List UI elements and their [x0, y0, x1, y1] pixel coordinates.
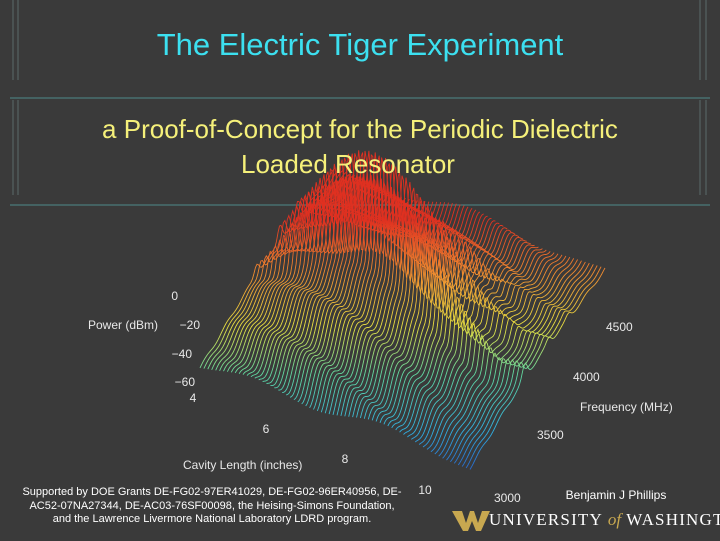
waterfall-trace: [270, 153, 406, 387]
funding-note: Supported by DOE Grants DE-FG02-97ER4102…: [22, 486, 401, 498]
waterfall-trace: [234, 181, 371, 374]
subtitle: Loaded Resonator: [241, 149, 455, 179]
funding-note: and the Lawrence Livermore National Labo…: [53, 513, 372, 525]
waterfall-trace: [426, 254, 563, 450]
waterfall-trace: [442, 259, 578, 459]
institution: UNIVERSITY of WASHINGTON: [489, 510, 720, 529]
waterfall-trace: [391, 239, 527, 429]
tick-label: −40: [172, 347, 193, 361]
tick-label: 0: [171, 289, 178, 303]
waterfall-trace: [262, 159, 398, 383]
waterfall-trace: [297, 154, 434, 403]
waterfall-trace: [387, 236, 523, 427]
waterfall-trace: [305, 155, 442, 407]
tick-label: 8: [342, 452, 349, 466]
waterfall-trace: [422, 253, 559, 448]
waterfall-trace: [375, 229, 512, 422]
waterfall-trace: [450, 261, 586, 463]
waterfall-trace: [258, 160, 394, 381]
waterfall-trace: [293, 150, 430, 400]
waterfall-trace: [414, 251, 551, 443]
waterfall-trace: [266, 157, 402, 384]
waterfall-trace: [207, 170, 344, 370]
axis-label: Power (dBm): [88, 318, 158, 332]
author: Benjamin J Phillips: [566, 488, 667, 502]
tick-label: 4: [190, 391, 197, 405]
waterfall-trace: [301, 152, 438, 405]
waterfall-trace: [457, 264, 594, 466]
waterfall-trace: [223, 176, 359, 372]
waterfall-trace: [278, 153, 414, 391]
waterfall-trace: [289, 150, 426, 398]
tick-label: 4000: [573, 370, 600, 384]
title: The Electric Tiger Experiment: [157, 27, 564, 62]
waterfall-trace: [453, 262, 590, 464]
uw-logo: [452, 511, 490, 531]
waterfall-trace: [215, 173, 351, 371]
waterfall-trace: [219, 174, 355, 371]
waterfall-trace: [469, 267, 606, 470]
waterfall-plot: [199, 150, 606, 470]
tick-label: 3500: [537, 428, 564, 442]
waterfall-trace: [238, 177, 375, 374]
waterfall-trace: [242, 174, 379, 375]
waterfall-trace: [461, 265, 598, 467]
waterfall-trace: [395, 241, 531, 431]
axis-label: Cavity Length (inches): [183, 458, 302, 472]
tick-label: 4500: [606, 320, 633, 334]
waterfall-trace: [430, 255, 567, 453]
waterfall-trace: [274, 153, 410, 389]
axis-label: Frequency (MHz): [580, 400, 673, 414]
institution-of: of: [608, 510, 624, 529]
tick-label: −20: [180, 318, 201, 332]
subtitle: a Proof-of-Concept for the Periodic Diel…: [102, 114, 618, 144]
tick-label: 3000: [494, 491, 521, 505]
waterfall-trace: [199, 167, 336, 369]
waterfall-trace: [344, 187, 481, 417]
institution-prefix: UNIVERSITY: [489, 510, 602, 529]
waterfall-trace: [446, 260, 582, 461]
waterfall-trace: [411, 249, 547, 440]
waterfall-trace: [363, 211, 500, 419]
waterfall-trace: [407, 248, 543, 438]
waterfall-trace: [211, 171, 347, 370]
waterfall-trace: [203, 168, 340, 369]
waterfall-trace: [465, 266, 602, 469]
tick-label: 10: [418, 483, 432, 497]
waterfall-trace: [379, 232, 516, 423]
funding-note: AC52-07NA27344, DE-AC03-76SF00098, the H…: [29, 500, 394, 512]
institution-name: WASHINGTON: [626, 510, 720, 529]
waterfall-trace: [418, 252, 555, 445]
waterfall-trace: [356, 201, 492, 418]
tick-label: 6: [263, 422, 270, 436]
waterfall-trace: [438, 258, 575, 457]
waterfall-trace: [309, 157, 446, 409]
waterfall-trace: [313, 157, 449, 410]
waterfall-trace: [246, 171, 383, 376]
waterfall-trace: [434, 256, 571, 455]
waterfall-trace: [226, 178, 363, 372]
waterfall-trace: [285, 152, 422, 396]
waterfall-trace: [250, 168, 387, 378]
tick-label: −60: [175, 375, 196, 389]
